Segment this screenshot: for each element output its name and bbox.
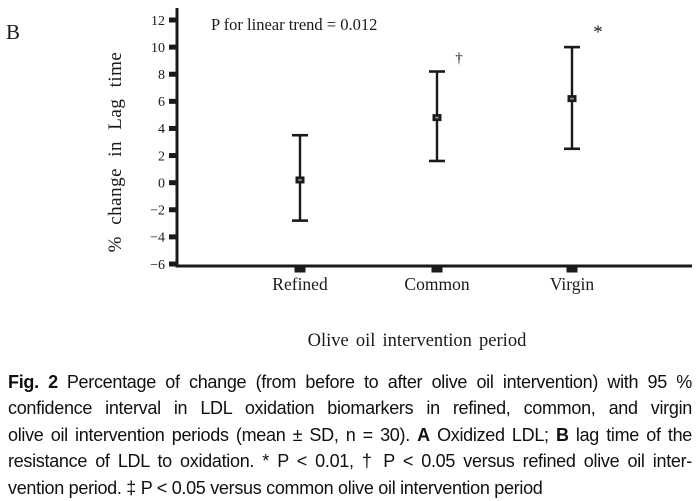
- y-tick-mark: [169, 261, 177, 267]
- caption-line: vention period. ‡ P < 0.05 versus common…: [8, 475, 692, 501]
- y-tick-mark: [169, 98, 177, 104]
- category-label-common: Common: [404, 274, 469, 294]
- caption-bold-label: A: [417, 424, 430, 445]
- x-tick-mark: [566, 267, 578, 273]
- y-tick-label: 10: [151, 41, 165, 56]
- caption-bold-label: Fig. 2: [8, 372, 58, 392]
- y-tick-mark: [169, 44, 177, 50]
- y-tick-label: −2: [150, 204, 165, 219]
- y-tick-mark: [169, 234, 177, 240]
- y-tick-mark: [169, 17, 177, 23]
- caption-line: confidence interval in LDL oxidation bio…: [8, 395, 692, 421]
- y-tick-label: −4: [150, 231, 165, 246]
- caption-text: confidence interval in LDL oxidation bio…: [8, 398, 692, 419]
- x-tick-mark: [431, 267, 443, 273]
- caption-line: olive oil intervention periods (mean ± S…: [8, 422, 692, 448]
- y-tick-mark: [169, 125, 177, 131]
- errorbar-virgin: [564, 45, 580, 151]
- caption-line: resistance of LDL to oxidation. * P < 0.…: [8, 448, 692, 474]
- caption-text: vention period. ‡ P < 0.05 versus common…: [8, 477, 543, 498]
- y-axis-title: % change in Lag time: [105, 52, 126, 253]
- mean-marker-highlight: [298, 179, 302, 181]
- y-tick-mark: [169, 180, 177, 186]
- caption-text: Oxidized LDL;: [437, 424, 549, 445]
- errorbar-refined: [292, 133, 308, 222]
- y-tick-label: 2: [158, 149, 165, 164]
- mean-marker-highlight: [570, 97, 574, 100]
- lag-time-errorbar-chart: −6 −4 −2 0 2 4 6 8 10 12 Refined Common Virgin † * P fo…: [105, 8, 692, 351]
- caption-text: lag time of the: [575, 424, 692, 445]
- category-label-virgin: Virgin: [550, 274, 595, 294]
- caption-bold-label: B: [555, 424, 569, 445]
- y-tick-label: 4: [158, 122, 165, 137]
- y-tick-mark: [169, 207, 177, 213]
- mean-marker-highlight: [435, 116, 439, 119]
- y-tick-label: 6: [158, 95, 165, 110]
- y-tick-label: 0: [158, 176, 165, 191]
- y-tick-label: 8: [158, 68, 165, 83]
- caption-line: Fig. 2 Percentage of change (from before …: [8, 369, 692, 395]
- p-trend-annotation: P for linear trend = 0.012: [211, 15, 377, 34]
- significance-symbol-common: †: [455, 51, 463, 67]
- caption-text: olive oil intervention periods (mean ± S…: [8, 424, 410, 445]
- x-tick-mark: [294, 267, 306, 273]
- x-axis-title: Olive oil intervention period: [308, 331, 527, 351]
- errorbar-common: [429, 70, 445, 163]
- y-tick-mark: [169, 153, 177, 159]
- significance-symbol-virgin: *: [593, 22, 603, 43]
- y-tick-mark: [169, 71, 177, 77]
- category-label-refined: Refined: [272, 274, 328, 294]
- figure-caption: Fig. 2 Percentage of change (from before …: [8, 369, 692, 501]
- caption-text: resistance of LDL to oxidation. * P < 0.…: [8, 451, 692, 472]
- y-tick-label: −6: [150, 258, 165, 273]
- y-tick-label: 12: [151, 14, 165, 29]
- panel-label: B: [6, 20, 21, 44]
- caption-text: Percentage of change (from before to aft…: [66, 372, 692, 392]
